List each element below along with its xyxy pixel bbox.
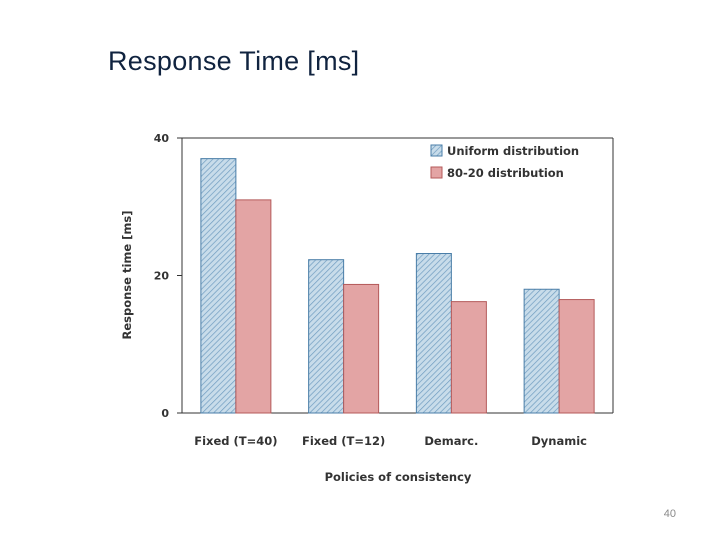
x-tick-label-2: Demarc. <box>424 434 478 448</box>
y-tick-label-0: 0 <box>161 407 169 420</box>
legend-label-uniform: Uniform distribution <box>447 144 579 158</box>
y-tick-label-1: 20 <box>154 270 170 283</box>
x-tick-label-1: Fixed (T=12) <box>302 434 385 448</box>
legend-swatch-80-20 <box>430 166 443 179</box>
x-tick-label-3: Dynamic <box>531 434 587 448</box>
bar-80-20-2 <box>450 301 487 414</box>
slide-title: Response Time [ms] <box>108 46 360 76</box>
response-time-chart: 0 20 40 Fixed (T=40) Fixed (T=12) Demarc. Dyn… <box>120 132 614 484</box>
x-axis-title: Policies of consistency <box>325 470 472 484</box>
bar-80-20-3 <box>558 299 595 414</box>
bar-uniform-1 <box>308 259 345 414</box>
bar-80-20-0 <box>235 199 272 414</box>
legend-label-80-20: 80-20 distribution <box>447 166 564 180</box>
page-number: 40 <box>663 508 676 520</box>
bar-uniform-0 <box>200 158 237 414</box>
legend-swatch-uniform <box>430 144 443 157</box>
x-tick-label-0: Fixed (T=40) <box>194 434 277 448</box>
legend: Uniform distribution 80-20 distribution <box>430 144 579 180</box>
y-tick-label-2: 40 <box>154 132 170 145</box>
y-axis-title: Response time [ms] <box>120 210 134 339</box>
bar-uniform-3 <box>523 288 560 414</box>
bar-uniform-2 <box>415 253 452 414</box>
bar-80-20-1 <box>343 283 380 414</box>
